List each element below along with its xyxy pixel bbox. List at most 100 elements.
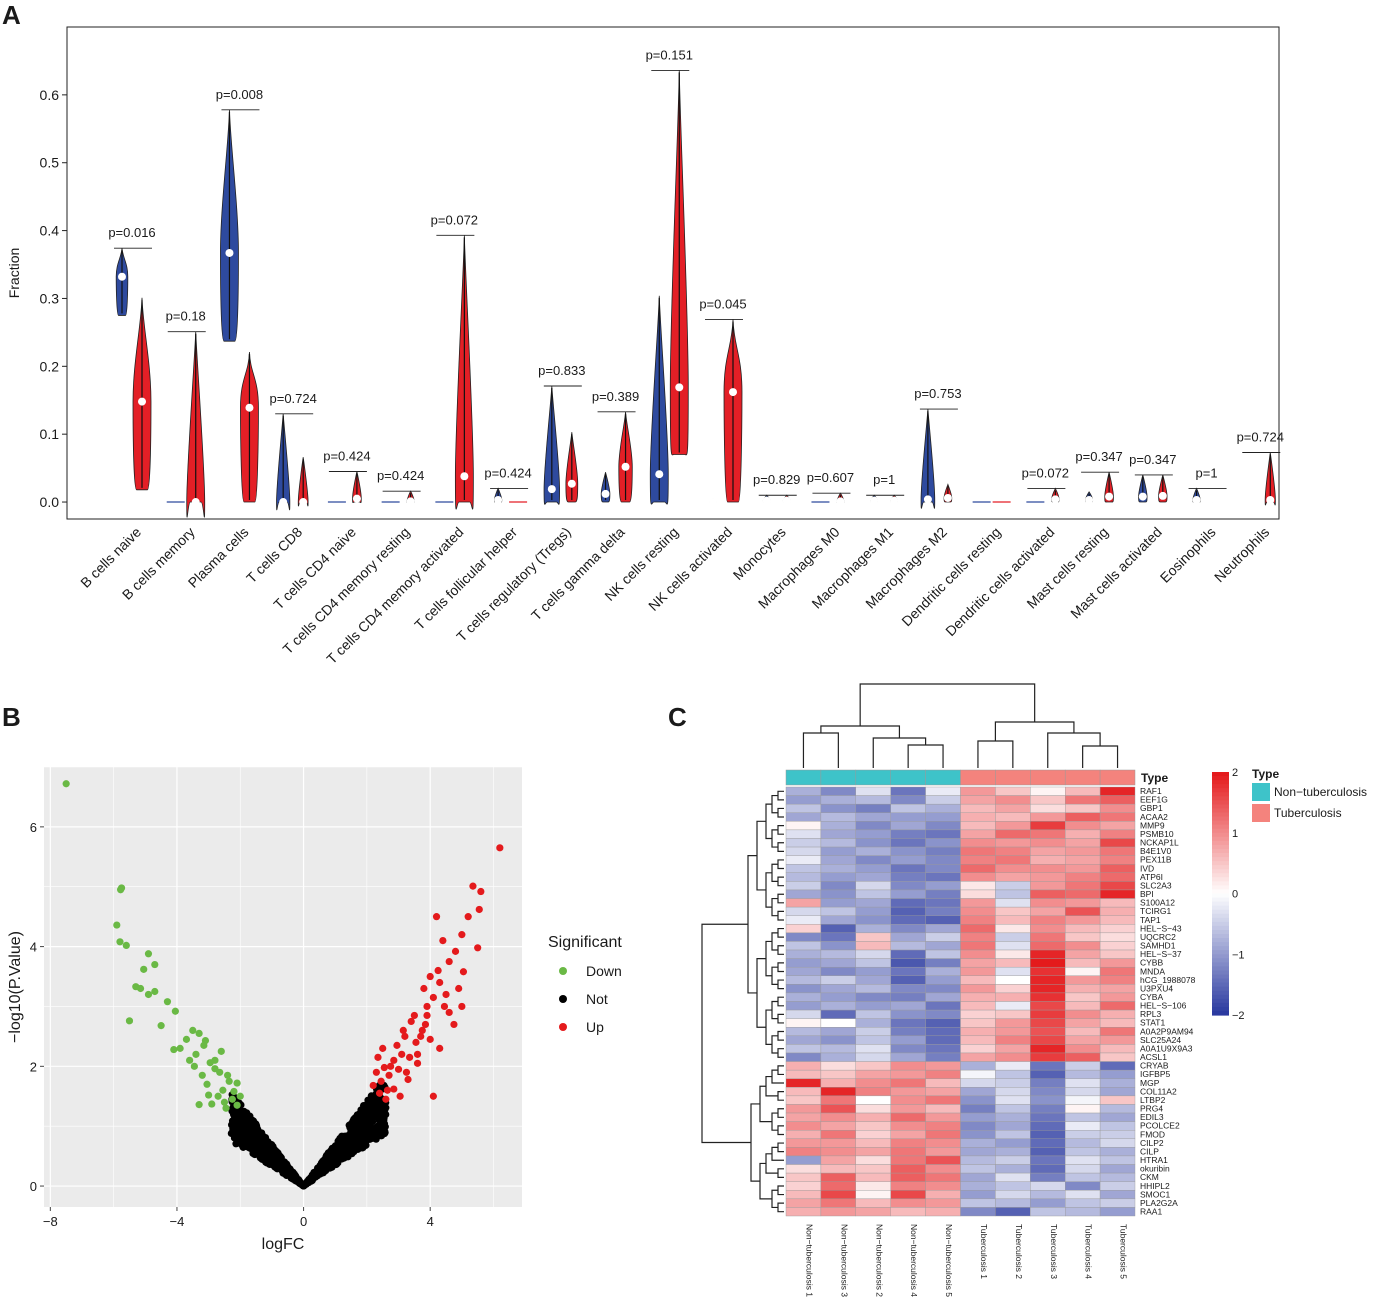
heatmap-cell [890, 821, 926, 831]
colorbar-segment [1212, 893, 1229, 899]
heatmap-cell [890, 932, 926, 942]
volcano-point-down [225, 1077, 233, 1085]
heatmap-cell [1064, 1147, 1101, 1157]
heatmap-row-label: A0A1U9X9A3 [1140, 1043, 1193, 1053]
heatmap-cell [820, 1181, 857, 1191]
violin-non-tb [649, 295, 669, 505]
heatmap-cell [925, 1198, 961, 1208]
colorbar-segment [1212, 796, 1229, 801]
heatmap-cell [1030, 1095, 1066, 1105]
heatmap-cell [995, 838, 1031, 848]
pvalue-label: p=0.389 [592, 389, 639, 404]
colorbar-segment [1212, 824, 1229, 830]
violin-tb-median [245, 403, 254, 412]
heatmap-cell [785, 1087, 822, 1097]
heatmap-cell [1064, 906, 1101, 916]
heatmap-cell [820, 949, 857, 959]
heatmap-cell [1030, 1190, 1066, 1200]
heatmap-cell [820, 829, 857, 839]
heatmap-cell [1099, 1172, 1136, 1182]
heatmap-cell [995, 898, 1031, 908]
dendrogram-branch [777, 1202, 784, 1213]
heatmap-row-label: STAT1 [1140, 1018, 1165, 1028]
heatmap-cell [1099, 1001, 1136, 1011]
heatmap-panel: Type RAF1EEF1GGBP1ACAA2MMP9PSMB10NCKAP1L… [701, 683, 1367, 1297]
heatmap-row-label: CYBB [1140, 958, 1163, 968]
heatmap-cell [1030, 1044, 1066, 1054]
heatmap-cell [1064, 941, 1101, 951]
heatmap-cell [820, 1112, 857, 1122]
volcano-point-not [261, 1150, 269, 1159]
dendrogram-branch [765, 1009, 772, 1045]
heatmap-cell [995, 821, 1031, 831]
volcano-point-up [383, 1086, 392, 1094]
heatmap-cell [1064, 889, 1101, 899]
heatmap-cell [785, 1052, 822, 1062]
panel-letter-a: A [2, 0, 21, 30]
volcano-point-up [432, 913, 441, 921]
volcano-point-up [474, 944, 482, 952]
volcano-x-tick-label: −4 [170, 1214, 185, 1229]
heatmap-cell [820, 1104, 857, 1114]
colorbar-segment [1212, 962, 1229, 967]
heatmap-cell [925, 846, 961, 856]
heatmap-cell [995, 1001, 1031, 1011]
dendrogram-branch [777, 1065, 784, 1076]
colorbar-segment [1212, 901, 1229, 907]
heatmap-cell [855, 1069, 891, 1079]
volcano-point-not [281, 1163, 289, 1171]
volcano-point-up [421, 1020, 430, 1029]
heatmap-cell [1030, 1078, 1066, 1088]
heatmap-cell [855, 966, 891, 976]
heatmap-cell [960, 1155, 996, 1165]
volcano-point-not [372, 1135, 380, 1143]
volcano-point-down [190, 1062, 198, 1070]
heatmap-cell [960, 958, 996, 968]
heatmap-row-label: okuribin [1140, 1164, 1170, 1174]
heatmap-cell [1030, 829, 1066, 839]
violin-non-tb-median [118, 272, 126, 281]
heatmap-cell [785, 915, 822, 925]
heatmap-cell [995, 924, 1031, 934]
volcano-gridlines [44, 766, 522, 1207]
colorbar-segment [1212, 1002, 1229, 1008]
volcano-point-down [230, 1087, 238, 1096]
heatmap-row-label: HTRA1 [1140, 1155, 1168, 1165]
heatmap-row-label: SLC2A3 [1140, 880, 1172, 890]
heatmap-cell [925, 1061, 961, 1071]
volcano-point-not [363, 1129, 371, 1137]
heatmap-cell [1030, 1018, 1066, 1028]
volcano-point-down [236, 1092, 244, 1100]
heatmap-cell [890, 1121, 926, 1131]
heatmap-cell [925, 1095, 961, 1105]
heatmap-cell [855, 1112, 891, 1122]
heatmap-row-label: COL11A2 [1140, 1086, 1177, 1096]
violin-tb-median [943, 493, 952, 502]
heatmap-row-label: HHIPL2 [1140, 1181, 1170, 1191]
heatmap-cell [1064, 915, 1101, 925]
heatmap-cell [890, 915, 926, 925]
heatmap-row-dendrogram [701, 790, 784, 1213]
heatmap-cell [1030, 838, 1066, 848]
heatmap-cell [855, 1172, 891, 1182]
heatmap-row-label: ACSL1 [1140, 1052, 1167, 1062]
dendrogram-branch [701, 923, 751, 1144]
colorbar-segment [1212, 921, 1229, 927]
heatmap-cell [960, 1181, 996, 1191]
heatmap-cell [960, 821, 996, 831]
heatmap-cell [1099, 915, 1136, 925]
volcano-legend: Significant Down Not Up [548, 934, 622, 1035]
volcano-point-up [401, 1032, 409, 1040]
pvalue-label: p=0.347 [1075, 449, 1122, 464]
dendrogram-branch [777, 1030, 784, 1041]
heatmap-cell [960, 881, 996, 891]
heatmap-cell [1030, 992, 1066, 1002]
heatmap-cell [925, 1164, 961, 1174]
volcano-point-up [445, 1008, 453, 1017]
heatmap-cell [890, 1052, 926, 1062]
heatmap-cell [785, 855, 822, 865]
heatmap-cell [820, 803, 857, 813]
violin-tb [352, 471, 362, 504]
heatmap-cell [785, 1018, 822, 1028]
heatmap-cell [855, 1001, 891, 1011]
